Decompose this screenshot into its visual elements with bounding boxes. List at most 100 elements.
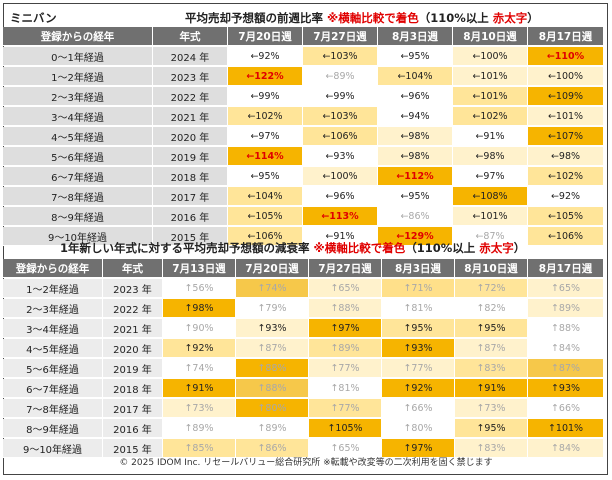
rate-cell: ←96% — [303, 187, 378, 206]
rate-cell: ↑95% — [455, 319, 528, 338]
model-year-label: 2016 年 — [153, 207, 228, 226]
rate-cell: ←100% — [453, 47, 528, 66]
table2-header-cell: 8月17日週 — [528, 259, 604, 278]
rate-cell: ←109% — [528, 87, 604, 106]
table2-row: 1～2年経過 2023 年 ↑56% ↑74% ↑65% ↑71% ↑72% ↑65% — [3, 279, 604, 298]
rate-cell: ←99% — [228, 87, 303, 106]
rate-cell: ←91% — [303, 227, 378, 246]
table1-note-mid: （110%以上 — [418, 11, 489, 25]
rate-cell: ←102% — [228, 107, 303, 126]
rate-cell: ↑82% — [455, 299, 528, 318]
table1-header-row: 登録からの経年 年式 7月20日週 7月27日週 8月3日週 8月10日週 8月17日週 — [3, 27, 604, 46]
age-label: 0～1年経過 — [3, 47, 153, 66]
table2-row: 8～9年経過 2016 年 ↑89% ↑89% ↑105% ↑80% ↑95% ↑101% — [3, 419, 604, 438]
rate-cell: ↑84% — [528, 339, 604, 358]
rate-cell: ↑87% — [236, 339, 309, 358]
rate-cell: ↑89% — [309, 339, 382, 358]
table1-header-cell: 8月17日週 — [528, 27, 604, 46]
rate-cell: ↑101% — [528, 419, 604, 438]
table2-title: 1年新しい年式に対する平均売却予想額の減衰率 ※横軸比較で着色（110%以上 赤… — [60, 240, 525, 256]
table1-header-cell: 7月20日週 — [228, 27, 303, 46]
rate-cell: ↑72% — [455, 279, 528, 298]
copyright-footer: © 2025 IDOM Inc. リセールバリュー総合研究所 ※転載や改変等の二… — [119, 458, 493, 468]
rate-cell: ↑91% — [163, 379, 236, 398]
table1-row: 2～3年経過 2022 年 ←99% ←99% ←96% ←101% ←109% — [3, 87, 604, 106]
rate-cell: ←102% — [453, 107, 528, 126]
rate-cell: ↑71% — [382, 279, 455, 298]
model-year-label: 2015 年 — [153, 227, 228, 246]
rate-cell: ↑65% — [309, 279, 382, 298]
age-label: 7～8年経過 — [3, 187, 153, 206]
rate-cell: ↑81% — [309, 379, 382, 398]
rate-cell: ↑90% — [163, 319, 236, 338]
table1-row: 3～4年経過 2021 年 ←102% ←103% ←94% ←102% ←101% — [3, 107, 604, 126]
rate-cell: ←94% — [378, 107, 453, 126]
rate-cell: ←95% — [378, 47, 453, 66]
rate-cell: ←106% — [528, 227, 604, 246]
rate-cell: ←105% — [528, 207, 604, 226]
table2-row: 5～6年経過 2019 年 ↑74% ↑88% ↑77% ↑77% ↑83% ↑87% — [3, 359, 604, 378]
age-label: 8～9年経過 — [3, 207, 153, 226]
model-year-label: 2019 年 — [103, 359, 163, 378]
rate-cell: ↑93% — [528, 379, 604, 398]
table1-header-cell: 登録からの経年 — [3, 27, 153, 46]
model-year-label: 2017 年 — [103, 399, 163, 418]
rate-cell: ↑85% — [163, 439, 236, 458]
table2-row: 4～5年経過 2020 年 ↑92% ↑87% ↑89% ↑93% ↑87% ↑84% — [3, 339, 604, 358]
rate-cell: ←101% — [453, 207, 528, 226]
table2-row: 7～8年経過 2017 年 ↑73% ↑80% ↑77% ↑66% ↑73% ↑66% — [3, 399, 604, 418]
age-label: 2～3年経過 — [3, 87, 153, 106]
rate-cell: ↑88% — [236, 379, 309, 398]
table2-header-cell: 7月13日週 — [163, 259, 236, 278]
table1-row: 0～1年経過 2024 年 ←92% ←103% ←95% ←100% ←110% — [3, 47, 604, 66]
rate-cell: ←101% — [528, 107, 604, 126]
rate-cell: ↑87% — [528, 359, 604, 378]
age-label: 4～5年経過 — [3, 127, 153, 146]
rate-cell: ↑83% — [455, 439, 528, 458]
age-label: 9～10年経過 — [3, 439, 103, 458]
rate-cell: ↑89% — [163, 419, 236, 438]
rate-cell: ↑97% — [309, 319, 382, 338]
age-label: 8～9年経過 — [3, 419, 103, 438]
model-year-label: 2023 年 — [153, 67, 228, 86]
table2-row: 9～10年経過 2015 年 ↑85% ↑86% ↑65% ↑97% ↑83% ↑84% — [3, 439, 604, 458]
table2-note-prefix: ※横軸比較で着色 — [313, 241, 406, 255]
rate-cell: ↑77% — [309, 399, 382, 418]
table1-note-end: ） — [527, 11, 539, 25]
rate-cell: ↑56% — [163, 279, 236, 298]
model-year-label: 2018 年 — [153, 167, 228, 186]
age-label: 2～3年経過 — [3, 299, 103, 318]
rate-cell: ←98% — [378, 147, 453, 166]
rate-cell: ←105% — [228, 207, 303, 226]
rate-cell: ↑95% — [455, 419, 528, 438]
rate-cell: ↑92% — [382, 379, 455, 398]
rate-cell: ←104% — [228, 187, 303, 206]
rate-cell: ←106% — [228, 227, 303, 246]
table1-row: 7～8年経過 2017 年 ←104% ←96% ←95% ←108% ←92% — [3, 187, 604, 206]
rate-cell: ↑86% — [236, 439, 309, 458]
table2-row: 3～4年経過 2021 年 ↑90% ↑93% ↑97% ↑95% ↑95% ↑88% — [3, 319, 604, 338]
rate-cell: ←129% — [378, 227, 453, 246]
age-label: 1～2年経過 — [3, 67, 153, 86]
age-label: 3～4年経過 — [3, 107, 153, 126]
rate-cell: ↑80% — [382, 419, 455, 438]
rate-cell: ←102% — [528, 167, 604, 186]
table1-title: 平均売却予想額の前週比率 ※横軸比較で着色（110%以上 赤太字） — [185, 10, 539, 26]
rate-cell: ↑88% — [528, 319, 604, 338]
rate-cell: ↑92% — [163, 339, 236, 358]
table2-row: 2～3年経過 2022 年 ↑98% ↑79% ↑88% ↑81% ↑82% ↑89% — [3, 299, 604, 318]
rate-cell: ←107% — [528, 127, 604, 146]
rate-cell: ←100% — [303, 167, 378, 186]
rate-cell: ↑98% — [163, 299, 236, 318]
table2-header-cell: 年式 — [103, 259, 163, 278]
rate-cell: ←89% — [303, 67, 378, 86]
rate-cell: ←98% — [378, 127, 453, 146]
model-year-label: 2022 年 — [103, 299, 163, 318]
age-label: 9～10年経過 — [3, 227, 153, 246]
model-year-label: 2016 年 — [103, 419, 163, 438]
rate-cell: ←106% — [303, 127, 378, 146]
rate-cell: ←96% — [378, 87, 453, 106]
table2-header-cell: 8月3日週 — [382, 259, 455, 278]
rate-cell: ↑84% — [528, 439, 604, 458]
rate-cell: ↑65% — [309, 439, 382, 458]
